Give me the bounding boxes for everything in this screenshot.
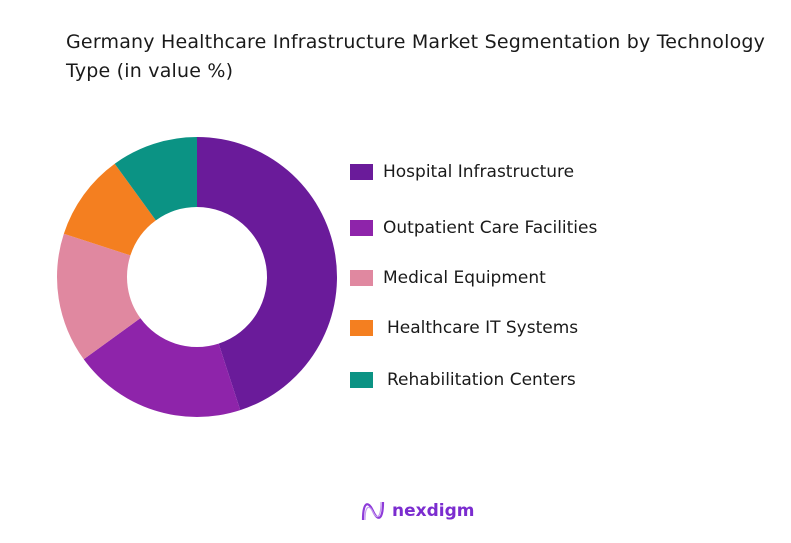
nexdigm-logo-icon (361, 501, 385, 521)
logo-text: nexdigm (392, 501, 475, 521)
legend-item: Outpatient Care Facilities (350, 218, 597, 238)
donut-slice-hospital-infrastructure (197, 137, 337, 411)
legend-swatch (350, 220, 373, 236)
legend-item: Healthcare IT Systems (350, 318, 578, 338)
donut-slice-medical-equipment (56, 233, 141, 360)
legend-label: Outpatient Care Facilities (383, 218, 598, 238)
legend-label: Rehabilitation Centers (387, 370, 576, 390)
legend-label: Healthcare IT Systems (387, 318, 579, 338)
legend-swatch (350, 164, 373, 180)
legend-item: Medical Equipment (350, 268, 546, 288)
legend-label: Medical Equipment (383, 268, 546, 288)
nexdigm-logo: nexdigm (360, 498, 474, 524)
legend-item: Hospital Infrastructure (350, 162, 574, 182)
donut-slice-healthcare-it-systems (63, 163, 156, 256)
chart-title: Germany Healthcare Infrastructure Market… (66, 31, 766, 82)
donut-slice-rehabilitation-centers (114, 137, 197, 221)
legend-swatch (350, 372, 373, 388)
legend-swatch (350, 270, 373, 286)
donut-slice-outpatient-care-facilities (83, 318, 241, 417)
legend-swatch (350, 320, 373, 336)
legend-item: Rehabilitation Centers (350, 370, 576, 390)
legend-label: Hospital Infrastructure (383, 162, 575, 182)
